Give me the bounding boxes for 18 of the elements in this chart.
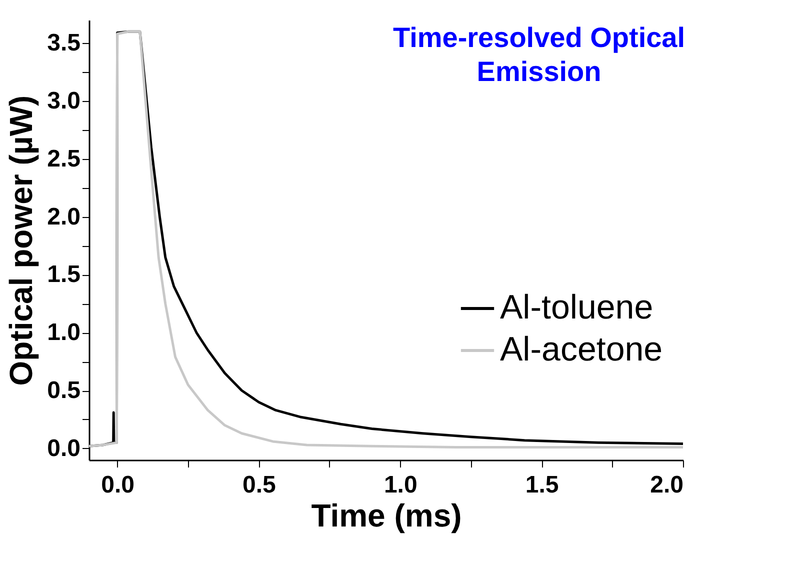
y-tick-label: 3.5 [47, 30, 80, 57]
y-tick-label: 0.5 [47, 377, 80, 404]
y-tick-label: 1.0 [47, 319, 80, 346]
y-tick-label: 1.5 [47, 261, 80, 288]
x-tick-label: 0.0 [101, 472, 134, 498]
y-axis-title: Optical power (µW) [3, 95, 40, 386]
y-tick-label: 2.0 [47, 203, 80, 230]
x-tick-label: 1.0 [384, 472, 418, 498]
x-axis-title: Time (ms) [311, 498, 462, 534]
y-tick-label: 0.0 [47, 434, 80, 462]
legend-label: Al-acetone [500, 330, 663, 368]
x-tick-label: 2.0 [650, 472, 684, 498]
text: Time-resolved Optical Emission [392, 22, 686, 87]
y-tick-label: 2.5 [47, 145, 80, 172]
x-tick-label: 0.5 [242, 472, 276, 498]
legend-label: Al-toluene [500, 288, 654, 326]
x-tick-label: 1.5 [525, 472, 559, 498]
y-tick-label: 3.0 [47, 88, 80, 115]
